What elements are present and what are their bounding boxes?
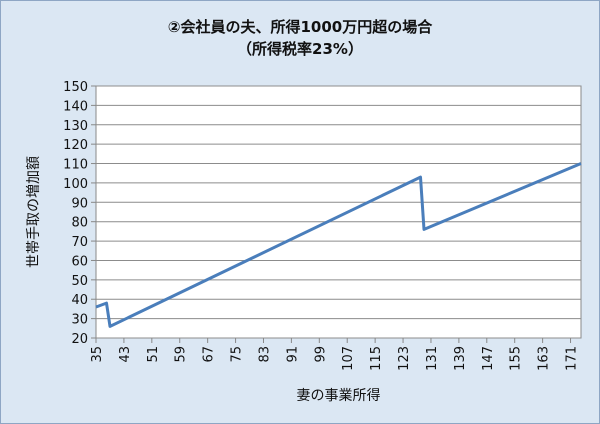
x-axis-ticks: 35 43 51 59 67 75 83 91 99 107 115 123 131 139 147 155 1… — [90, 338, 580, 371]
y-tick-label-130: 130 — [63, 119, 88, 134]
x-tick-label-155: 155 — [509, 346, 524, 371]
y-tick-label-90: 90 — [71, 196, 88, 211]
x-tick-label-131: 131 — [425, 346, 440, 371]
y-tick-label-120: 120 — [63, 138, 88, 153]
x-tick-label-59: 59 — [174, 346, 189, 363]
y-tick-label-70: 70 — [71, 235, 88, 250]
x-axis-label: 妻の事業所得 — [297, 387, 381, 404]
x-tick-label-99: 99 — [313, 346, 328, 363]
y-axis-ticks: 20 30 40 50 60 70 80 90 100 110 120 130 140 150 — [63, 80, 96, 347]
x-tick-label-67: 67 — [202, 346, 217, 363]
y-tick-label-110: 110 — [63, 158, 88, 173]
y-tick-label-60: 60 — [71, 254, 88, 269]
chart-title: ②会社員の夫、所得1000万円超の場合 — [167, 18, 433, 36]
gridlines — [96, 85, 581, 339]
y-tick-label-30: 30 — [71, 313, 88, 328]
series-line-0 — [95, 162, 582, 328]
y-tick-label-150: 150 — [63, 80, 88, 95]
x-tick-label-123: 123 — [397, 346, 412, 371]
y-tick-label-20: 20 — [71, 332, 88, 347]
x-tick-label-107: 107 — [341, 346, 356, 371]
y-tick-label-40: 40 — [71, 293, 88, 308]
x-tick-label-91: 91 — [285, 346, 300, 363]
chart-title-block: ②会社員の夫、所得1000万円超の場合 （所得税率23%） — [0, 16, 600, 60]
y-tick-label-80: 80 — [71, 216, 88, 231]
x-tick-label-163: 163 — [537, 346, 552, 371]
x-tick-label-83: 83 — [257, 346, 272, 363]
plot-area — [95, 85, 582, 339]
y-axis-label: 世帯手取の増加額 — [26, 156, 42, 268]
x-tick-label-51: 51 — [146, 346, 161, 363]
x-tick-label-115: 115 — [369, 346, 384, 371]
y-tick-label-100: 100 — [63, 177, 88, 192]
x-tick-label-43: 43 — [118, 346, 133, 363]
x-tick-label-75: 75 — [230, 346, 245, 363]
x-tick-label-147: 147 — [481, 346, 496, 371]
y-tick-label-50: 50 — [71, 274, 88, 289]
y-tick-label-140: 140 — [63, 99, 88, 114]
x-tick-label-35: 35 — [90, 346, 105, 363]
series-group — [95, 162, 582, 328]
x-tick-label-139: 139 — [453, 346, 468, 371]
x-tick-label-171: 171 — [565, 346, 580, 371]
chart-subtitle: （所得税率23%） — [237, 40, 363, 58]
